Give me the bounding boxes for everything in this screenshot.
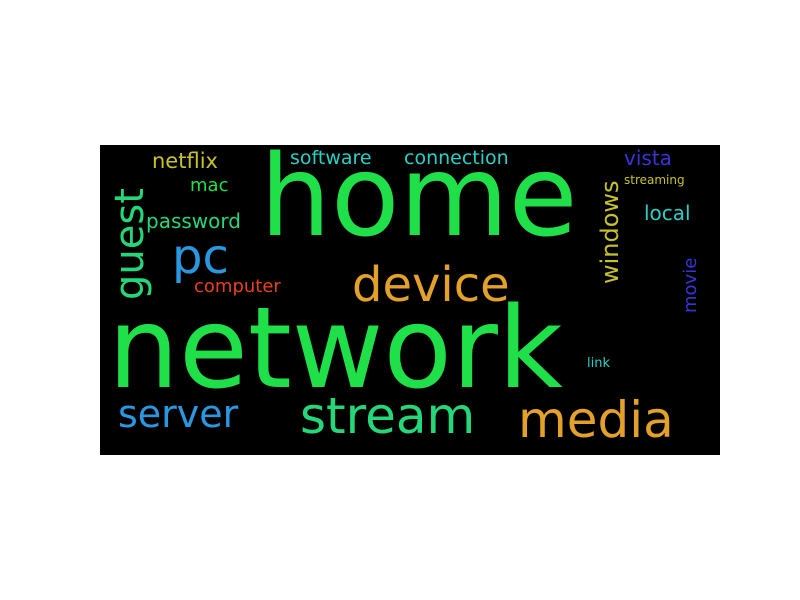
word-mac: mac	[190, 175, 229, 196]
word-stream: stream	[300, 387, 476, 445]
word-password: password	[146, 209, 241, 233]
word-computer: computer	[194, 276, 281, 297]
word-media: media	[518, 391, 674, 449]
word-cloud: network home stream media device server …	[100, 145, 720, 455]
word-server: server	[118, 392, 239, 436]
word-pc: pc	[172, 229, 229, 285]
word-network: network	[108, 284, 563, 414]
word-local: local	[644, 201, 691, 225]
word-home: home	[260, 145, 578, 262]
word-netflix: netflix	[152, 149, 218, 173]
word-windows: windows	[596, 180, 624, 284]
word-device: device	[352, 257, 510, 313]
word-vista: vista	[624, 146, 672, 170]
word-link: link	[587, 356, 610, 371]
word-guest: guest	[107, 188, 153, 300]
word-software: software	[290, 147, 372, 169]
word-connection: connection	[404, 147, 509, 169]
word-movie: movie	[680, 257, 701, 313]
word-streaming: streaming	[624, 173, 685, 187]
